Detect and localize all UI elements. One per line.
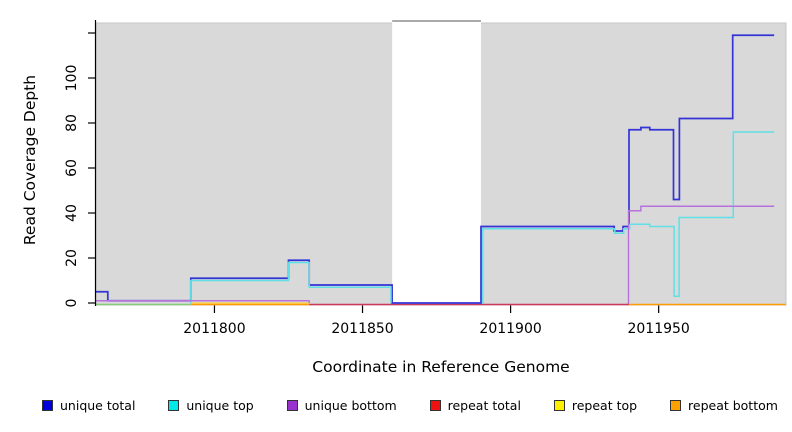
y-tick-label: 80 <box>64 114 80 132</box>
legend-label-unique-total: unique total <box>60 398 136 413</box>
legend-swatch-repeat-bottom <box>670 400 682 411</box>
x-tick-label: 2011900 <box>479 321 541 337</box>
plot-canvas: 0 20 40 60 80 100 2011800 2011850 2011900 2011950 <box>64 20 787 337</box>
legend-item-repeat-bottom: repeat bottom <box>670 398 778 413</box>
series-unique-bottom <box>96 205 775 304</box>
legend-label-repeat-bottom: repeat bottom <box>688 398 778 413</box>
x-tick-label: 2011950 <box>627 321 689 337</box>
x-tick-label: 2011850 <box>331 321 393 337</box>
legend: unique total unique top unique bottom repea… <box>0 398 792 413</box>
legend-label-unique-bottom: unique bottom <box>304 398 397 413</box>
legend-item-unique-total: unique total <box>42 398 135 413</box>
y-tick-label: 60 <box>64 159 80 177</box>
series-unique-top <box>190 131 775 304</box>
x-tick-label: 2011800 <box>183 321 245 337</box>
legend-swatch-unique-total <box>42 400 53 411</box>
y-tick-label: 20 <box>64 249 80 267</box>
series-unique-total <box>96 34 775 304</box>
legend-swatch-unique-top <box>168 400 180 411</box>
legend-swatch-unique-bottom <box>286 400 298 411</box>
legend-label-unique-top: unique top <box>186 398 254 413</box>
legend-item-repeat-top: repeat top <box>553 398 638 413</box>
x-axis-title: Coordinate in Reference Genome <box>312 358 570 376</box>
legend-swatch-repeat-total <box>429 400 441 411</box>
legend-item-repeat-total: repeat total <box>429 398 521 413</box>
y-axis-title: Read Coverage Depth <box>21 74 39 246</box>
legend-swatch-repeat-top <box>553 400 565 411</box>
y-tick-label: 0 <box>64 299 80 308</box>
legend-label-repeat-top: repeat top <box>571 398 638 413</box>
y-tick-label: 40 <box>64 204 80 222</box>
legend-item-unique-bottom: unique bottom <box>286 398 397 413</box>
legend-item-unique-top: unique top <box>168 398 254 413</box>
gap-region <box>392 20 481 305</box>
y-tick-label: 100 <box>64 65 80 92</box>
legend-label-repeat-total: repeat total <box>447 398 521 413</box>
